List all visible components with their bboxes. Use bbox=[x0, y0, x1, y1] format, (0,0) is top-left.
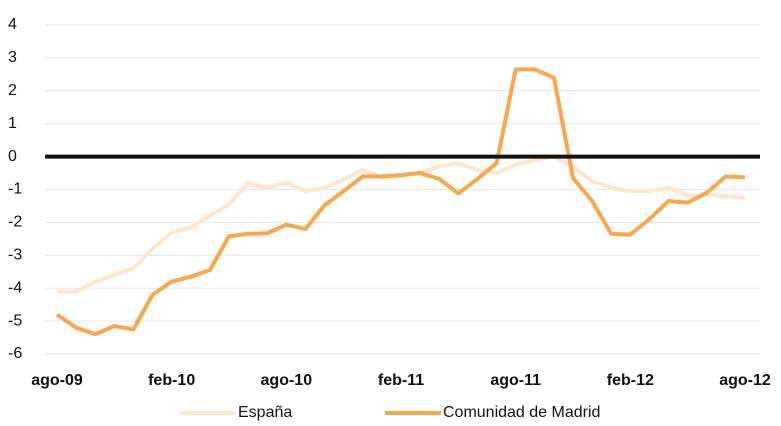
x-tick-label: feb-11 bbox=[378, 372, 424, 389]
y-tick-label: 0 bbox=[8, 148, 17, 165]
legend-label: España bbox=[238, 404, 292, 421]
x-tick-label: ago-12 bbox=[719, 372, 771, 389]
series-line bbox=[55, 67, 746, 337]
y-tick-label: -1 bbox=[8, 181, 22, 198]
y-tick-label: 1 bbox=[8, 115, 17, 132]
x-tick-label: ago-10 bbox=[261, 372, 313, 389]
y-tick-label: -6 bbox=[8, 345, 22, 362]
x-tick-label: feb-12 bbox=[607, 372, 654, 389]
legend-label: Comunidad de Madrid bbox=[443, 404, 600, 421]
y-tick-label: 3 bbox=[8, 49, 17, 66]
y-tick-label: 2 bbox=[8, 82, 17, 99]
x-tick-label: feb-10 bbox=[148, 372, 195, 389]
y-tick-label: -3 bbox=[8, 247, 22, 264]
x-tick-label: ago-09 bbox=[31, 372, 83, 389]
y-tick-label: -4 bbox=[8, 279, 22, 296]
x-tick-label: ago-11 bbox=[490, 372, 541, 389]
y-tick-label: 4 bbox=[8, 16, 17, 33]
y-tick-label: -2 bbox=[8, 214, 22, 231]
y-tick-label: -5 bbox=[8, 312, 22, 329]
